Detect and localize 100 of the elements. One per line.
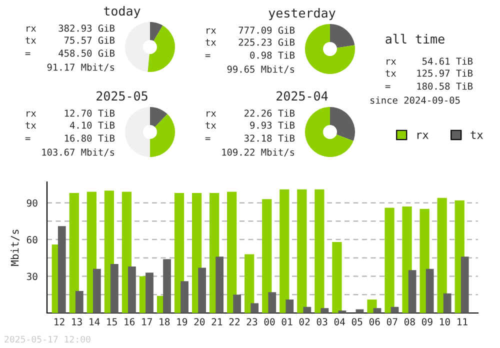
bar [69, 193, 79, 313]
donut-slice [330, 107, 355, 141]
bar [460, 256, 469, 313]
text: 16.80 TiB [64, 134, 115, 142]
bar [216, 256, 224, 313]
bar [92, 268, 101, 313]
text: 75.57 GiB [64, 36, 115, 44]
x-tick-label: 04 [334, 318, 345, 326]
text: tx [206, 122, 216, 129]
legend-label: rx [417, 132, 428, 139]
x-tick-label: 21 [212, 318, 222, 326]
text: = [25, 137, 30, 140]
donut-slice [150, 107, 168, 127]
bar [280, 189, 290, 313]
bar [303, 306, 312, 313]
bar [180, 281, 188, 313]
x-tick-label: 14 [90, 318, 100, 326]
x-tick-label: 03 [316, 318, 328, 326]
bar [356, 309, 364, 313]
chart-title: today [104, 6, 140, 18]
y-axis-title: Mbit/s [10, 230, 20, 266]
x-tick-label: 16 [124, 318, 135, 326]
text: 12.70 TiB [64, 109, 115, 117]
text: rx [26, 111, 36, 117]
bar [297, 189, 307, 313]
text: all time [386, 34, 444, 44]
donut-slice [150, 22, 163, 41]
x-tick-label: 13 [72, 318, 82, 326]
text: tx [26, 37, 36, 44]
x-tick-label: 23 [246, 318, 258, 326]
text: 180.58 TiB [417, 82, 473, 90]
x-tick-label: 10 [440, 318, 450, 326]
x-tick-label: 11 [458, 318, 468, 326]
bar [244, 254, 254, 313]
text: 777.09 GiB [238, 26, 295, 34]
bar [163, 259, 171, 313]
text: 458.50 GiB [58, 49, 115, 57]
text: 54.61 TiB [422, 57, 473, 65]
bar [314, 189, 324, 313]
bar [250, 303, 259, 313]
text: 32.18 TiB [244, 134, 295, 142]
text: rx [386, 59, 396, 65]
bar [408, 270, 416, 313]
text: tx [386, 70, 396, 77]
legend-label: tx [470, 131, 483, 139]
x-tick-label: 05 [352, 318, 362, 326]
bar [128, 266, 136, 313]
x-tick-label: 18 [160, 318, 170, 326]
x-tick-label: 00 [264, 318, 275, 326]
text: = [385, 85, 390, 88]
text: 99.65 Mbit/s [227, 65, 294, 74]
bar [58, 226, 66, 313]
x-tick-label: 20 [194, 318, 205, 326]
donut-slice [305, 24, 355, 74]
bar [373, 308, 382, 313]
chart-title: 2025-05 [96, 91, 148, 101]
y-tick-label: 30 [26, 272, 38, 280]
text: tx [26, 122, 36, 129]
bar [286, 300, 294, 313]
bar [332, 242, 342, 313]
text: 0.98 TiB [250, 51, 295, 59]
text: since 2024-09-05 [370, 96, 460, 104]
x-tick-label: 07 [386, 318, 398, 326]
bar [384, 208, 394, 313]
donut-slice [148, 25, 175, 72]
x-tick-label: 17 [142, 318, 152, 326]
x-tick-label: 19 [177, 318, 188, 326]
x-tick-label: 22 [229, 318, 240, 326]
bar [443, 293, 452, 313]
text: = [205, 54, 210, 58]
text: 4.10 TiB [70, 121, 115, 129]
text: 91.17 Mbit/s [47, 63, 114, 72]
x-tick-label: 15 [107, 318, 117, 326]
bar [198, 268, 206, 313]
chart-title: 2025-04 [276, 91, 328, 101]
bar [233, 294, 242, 313]
bar [268, 292, 276, 313]
x-tick-label: 09 [422, 318, 432, 326]
y-tick-label: 60 [26, 236, 38, 244]
donut-slice [125, 107, 150, 157]
text: rx [206, 111, 216, 117]
x-tick-label: 06 [369, 318, 380, 326]
y-tick-label: 90 [26, 199, 38, 207]
text: 382.93 GiB [58, 24, 115, 32]
donut-slice [150, 114, 175, 157]
chart-title: yesterday [268, 8, 336, 20]
text: rx [206, 28, 216, 34]
x-tick-label: 12 [54, 318, 64, 326]
text: rx [26, 26, 36, 32]
text: 109.22 Mbit/s [222, 148, 294, 157]
x-tick-label: 08 [404, 318, 415, 326]
text: = [25, 52, 30, 56]
text: 22.26 TiB [244, 109, 295, 117]
text: 225.23 GiB [238, 38, 295, 46]
bar [262, 199, 272, 313]
bar [437, 198, 447, 313]
bar [75, 290, 84, 313]
text: 103.67 Mbit/s [42, 148, 114, 157]
donut-slice [125, 22, 150, 72]
bar [110, 264, 118, 313]
